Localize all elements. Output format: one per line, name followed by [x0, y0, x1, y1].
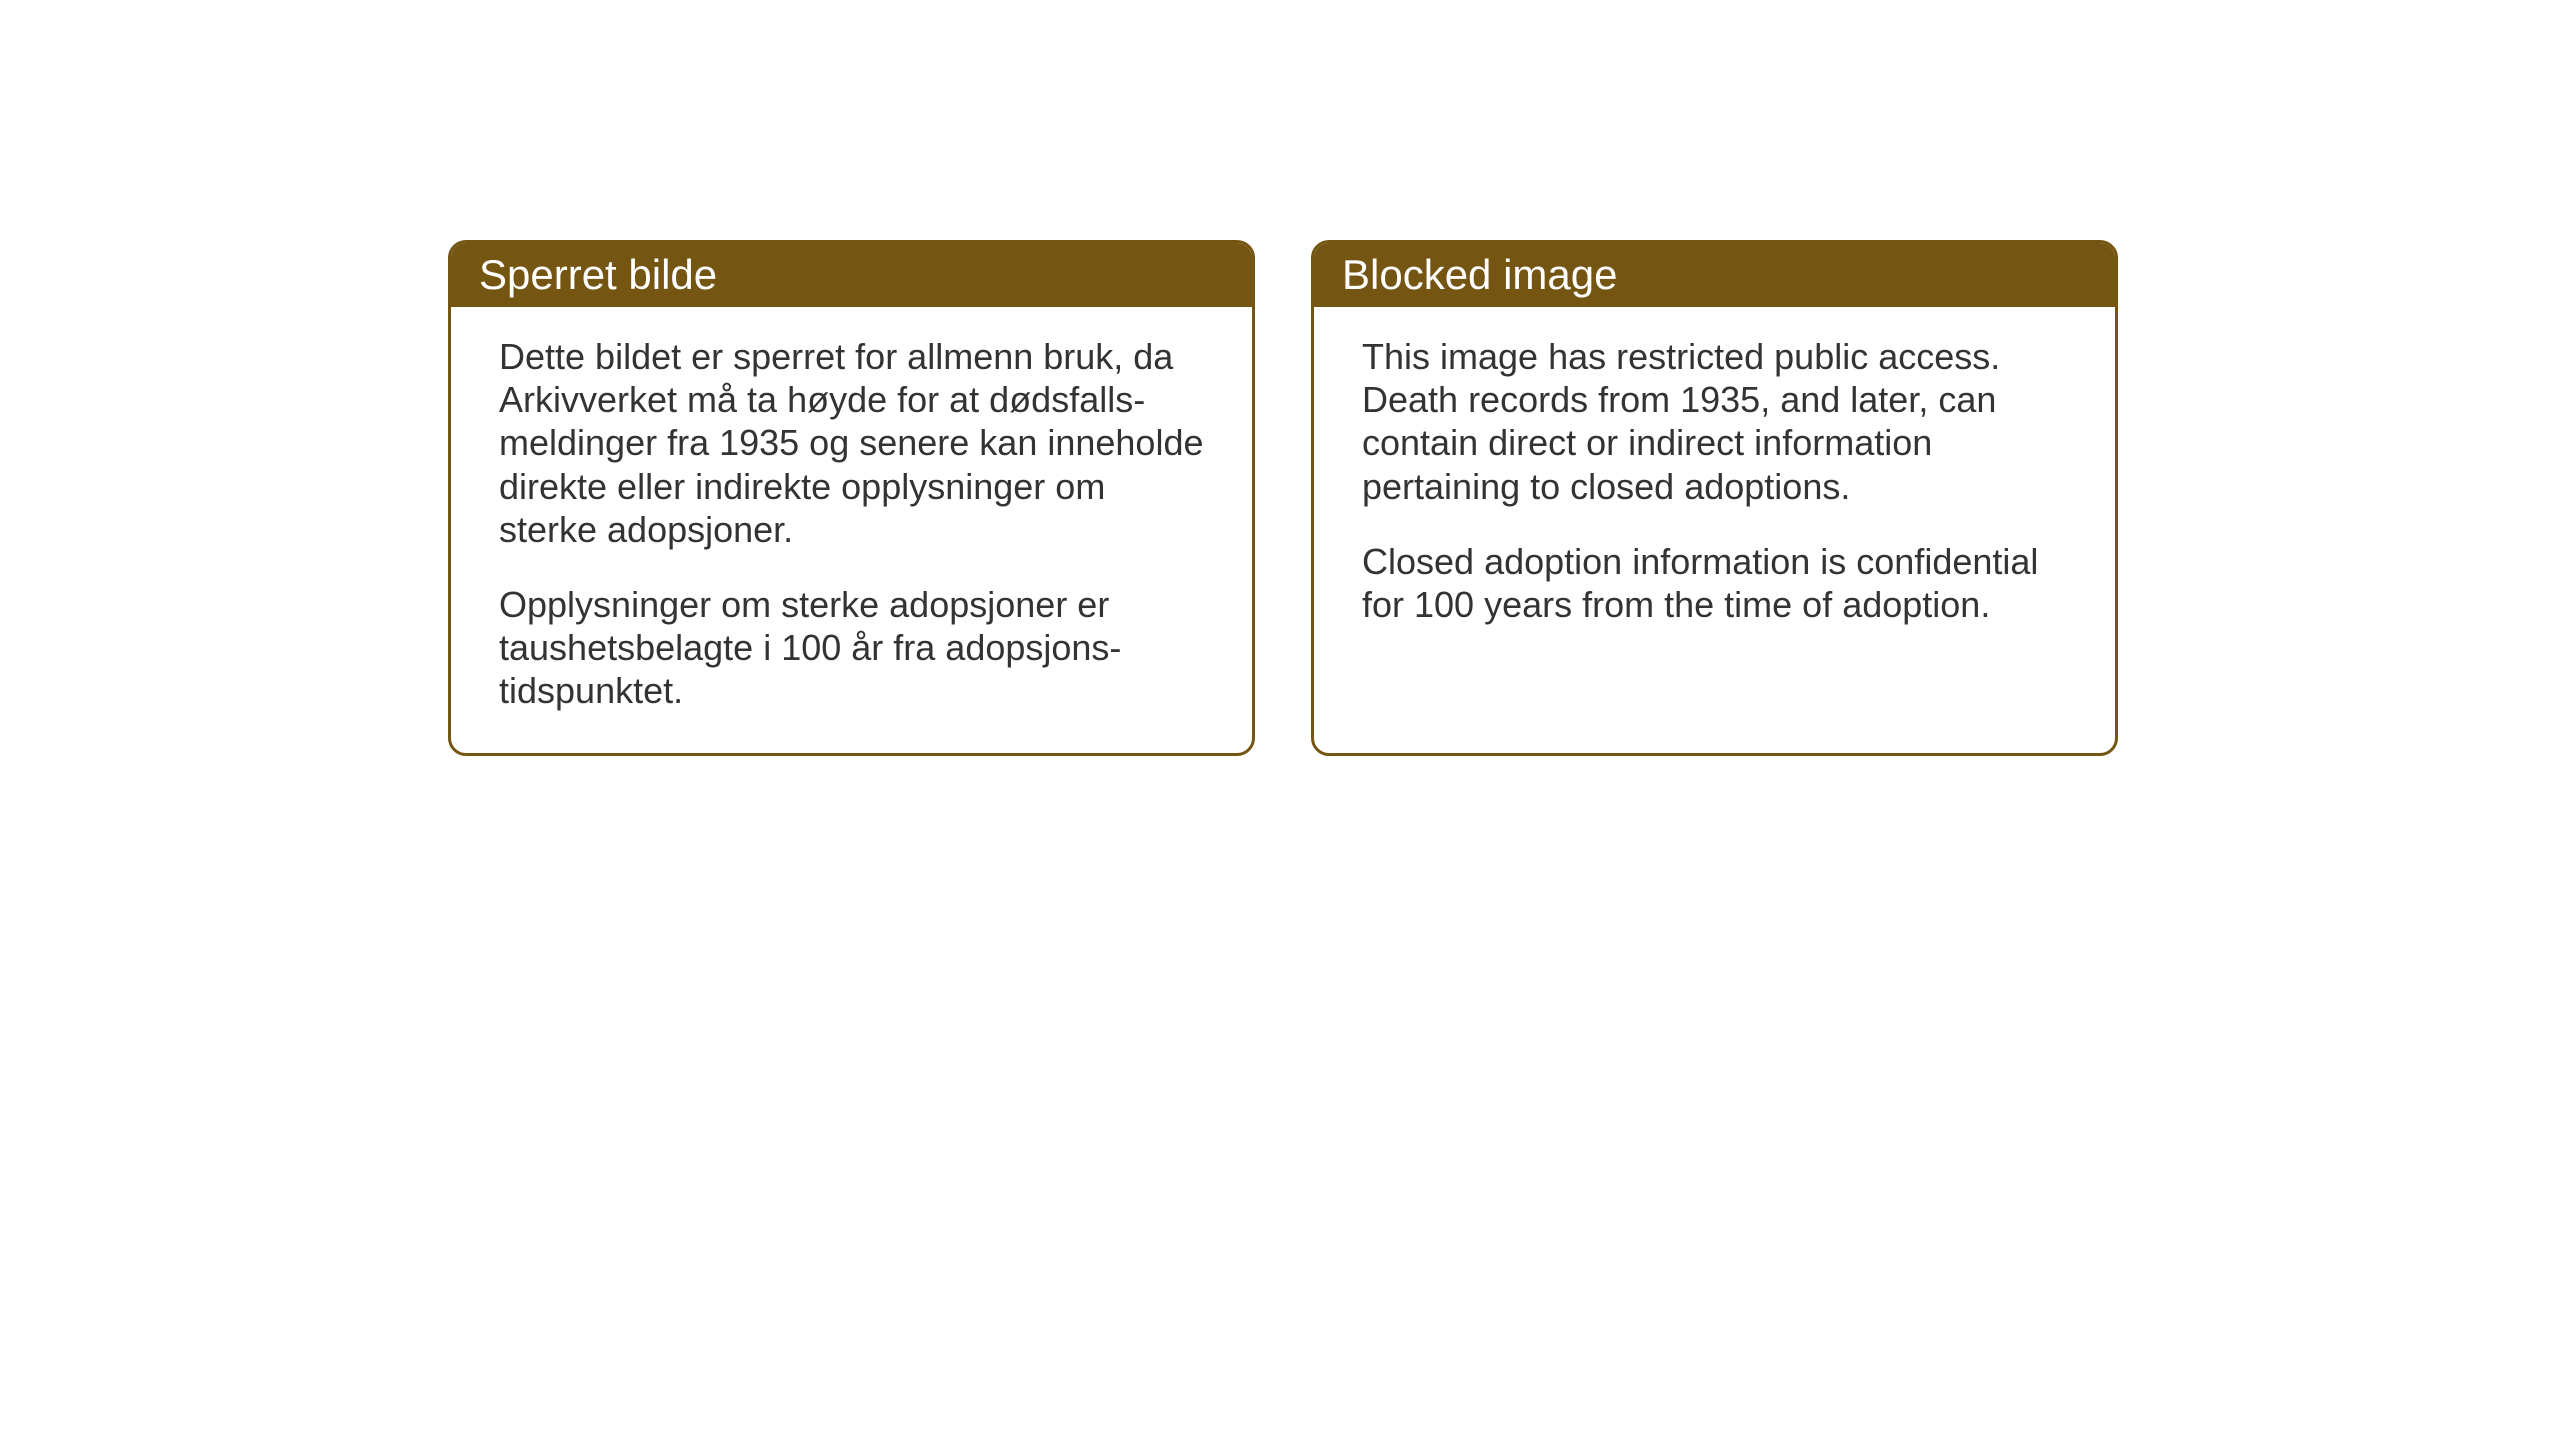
notice-box-norwegian: Sperret bilde Dette bildet er sperret fo…	[448, 240, 1255, 756]
notice-body-english: This image has restricted public access.…	[1314, 307, 2115, 666]
notice-paragraph-1-english: This image has restricted public access.…	[1362, 335, 2067, 508]
notice-body-norwegian: Dette bildet er sperret for allmenn bruk…	[451, 307, 1252, 753]
notice-header-english: Blocked image	[1314, 243, 2115, 307]
notice-paragraph-2-english: Closed adoption information is confident…	[1362, 540, 2067, 626]
notice-paragraph-2-norwegian: Opplysninger om sterke adopsjoner er tau…	[499, 583, 1204, 713]
notice-header-norwegian: Sperret bilde	[451, 243, 1252, 307]
notice-box-english: Blocked image This image has restricted …	[1311, 240, 2118, 756]
notice-paragraph-1-norwegian: Dette bildet er sperret for allmenn bruk…	[499, 335, 1204, 551]
notice-container: Sperret bilde Dette bildet er sperret fo…	[448, 240, 2118, 756]
